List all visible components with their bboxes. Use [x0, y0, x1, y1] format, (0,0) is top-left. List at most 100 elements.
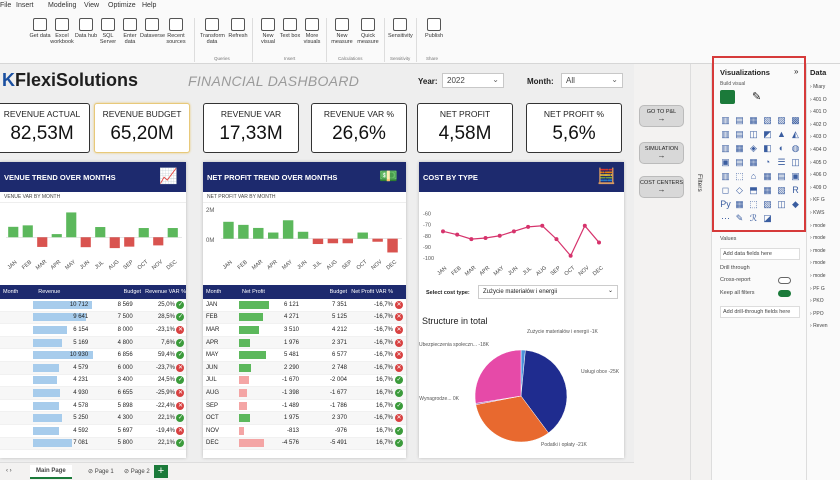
data-point[interactable]: [511, 229, 516, 234]
visual-type-icon[interactable]: ▣: [721, 157, 730, 167]
table-row[interactable]: JUN 2 290 2 748 -16,7% ✕: [203, 361, 406, 375]
visual-type-icon[interactable]: ▤: [735, 157, 744, 167]
column-header[interactable]: Budget: [329, 289, 347, 295]
visual-type-icon[interactable]: ⬒: [749, 185, 758, 195]
data-table-item[interactable]: › 402 O: [810, 122, 827, 128]
visual-type-icon[interactable]: ◩: [763, 129, 772, 139]
data-table-item[interactable]: › 405 O: [810, 160, 827, 166]
data-table-item[interactable]: › mode: [810, 248, 826, 254]
data-point[interactable]: [455, 232, 460, 237]
visual-type-icon[interactable]: ▥: [721, 143, 730, 153]
data-table-item[interactable]: › Miary: [810, 84, 825, 90]
data-point[interactable]: [483, 236, 488, 240]
column-header[interactable]: Budget: [123, 289, 141, 295]
table-row[interactable]: AUG -1 398 -1 677 16,7% ✓: [203, 387, 406, 400]
visual-type-icon[interactable]: ◪: [763, 213, 772, 223]
menu-insert[interactable]: Insert: [16, 2, 34, 9]
visual-type-icon[interactable]: ◻: [721, 185, 730, 195]
ribbon-button-sensitivity[interactable]: Sensitivity: [388, 18, 413, 39]
data-table-item[interactable]: › mode: [810, 235, 826, 241]
visual-type-icon[interactable]: ◫: [777, 199, 786, 209]
visual-type-icon[interactable]: ▧: [763, 199, 772, 209]
table-row[interactable]: 9 641 7 500 28,5% ✓: [0, 311, 186, 325]
visual-type-icon[interactable]: ▦: [749, 115, 758, 125]
bar[interactable]: [282, 220, 294, 239]
table-row[interactable]: JAN 6 121 7 351 -16,7% ✕: [203, 299, 406, 312]
column-header[interactable]: Month: [206, 289, 222, 295]
menu-optimize[interactable]: Optimize: [108, 2, 136, 9]
visual-type-icon[interactable]: ◆: [792, 199, 799, 209]
data-table-item[interactable]: › mode: [810, 260, 826, 266]
visual-type-icon[interactable]: ▥: [721, 171, 730, 181]
visual-type-icon[interactable]: ◫: [749, 129, 758, 139]
data-table-item[interactable]: › KWS: [810, 210, 824, 216]
table-row[interactable]: 4 592 5 697 -19,4% ✕: [0, 425, 186, 438]
bar[interactable]: [124, 237, 135, 247]
bar[interactable]: [267, 232, 279, 239]
ribbon-button-excel-workbook[interactable]: Excel workbook: [50, 18, 74, 45]
menu-modeling[interactable]: Modeling: [48, 2, 77, 9]
ribbon-button-text-box[interactable]: Text box: [278, 18, 302, 39]
data-point[interactable]: [526, 224, 531, 229]
bar[interactable]: [253, 227, 264, 239]
visual-type-icon[interactable]: ◈: [750, 143, 757, 153]
build-visual-icon[interactable]: [720, 90, 735, 104]
table-row[interactable]: SEP -1 489 -1 786 16,7% ✓: [203, 400, 406, 413]
data-point[interactable]: [597, 240, 601, 245]
bar[interactable]: [80, 237, 91, 248]
data-table-item[interactable]: › PPO: [810, 311, 824, 317]
bar[interactable]: [109, 237, 120, 249]
ribbon-button-quick-measure[interactable]: Quick measure: [356, 18, 380, 45]
ribbon-button-data-hub[interactable]: Data hub: [74, 18, 98, 39]
visual-type-icon[interactable]: ▤: [735, 129, 744, 139]
table-row[interactable]: 4 231 3 400 24,5% ✓: [0, 375, 186, 388]
column-header[interactable]: Revenue VAR %: [145, 289, 186, 295]
pie-slice[interactable]: [474, 349, 522, 404]
data-table-item[interactable]: › 406 O: [810, 172, 827, 178]
data-table-item[interactable]: › mode: [810, 273, 826, 279]
bar[interactable]: [223, 221, 234, 239]
simulation-button[interactable]: SIMULATION →: [639, 142, 684, 164]
table-row[interactable]: MAY 5 481 6 577 -16,7% ✕: [203, 349, 406, 362]
data-point[interactable]: [568, 253, 573, 258]
bar[interactable]: [167, 228, 178, 238]
column-header[interactable]: Revenue: [38, 289, 61, 295]
ribbon-button-publish[interactable]: Publish: [422, 18, 446, 39]
visual-type-icon[interactable]: ◧: [763, 143, 772, 153]
visual-type-icon[interactable]: ✎: [735, 213, 744, 223]
data-point[interactable]: [497, 233, 502, 238]
filters-pane-collapsed[interactable]: Filters: [690, 64, 710, 480]
visual-type-icon[interactable]: ▣: [791, 171, 800, 181]
column-header[interactable]: Month: [3, 289, 19, 295]
pie-slice[interactable]: [475, 395, 549, 443]
bar[interactable]: [297, 231, 309, 239]
table-row[interactable]: APR 1 976 2 371 -16,7% ✕: [203, 336, 406, 350]
ribbon-button-new-visual[interactable]: New visual: [256, 18, 280, 45]
ribbon-button-more-visuals[interactable]: More visuals: [300, 18, 324, 45]
tab-main-page[interactable]: Main Page: [30, 465, 72, 479]
visual-type-icon[interactable]: Py: [720, 199, 731, 209]
visual-type-icon[interactable]: ⋯: [721, 213, 730, 223]
table-row[interactable]: 10 712 8 569 25,0% ✓: [0, 299, 186, 312]
month-select[interactable]: All ⌄: [561, 73, 623, 88]
visual-type-icon[interactable]: ▤: [735, 115, 744, 125]
menu-file[interactable]: File: [0, 2, 12, 9]
ribbon-button-transform-data[interactable]: Transform data: [200, 18, 225, 45]
table-row[interactable]: NOV -813 -976 16,7% ✓: [203, 425, 406, 438]
visual-type-icon[interactable]: ▦: [735, 143, 744, 153]
data-table-item[interactable]: › KF G: [810, 197, 825, 203]
tab-page-2[interactable]: ⊘ Page 2: [124, 469, 150, 475]
data-table-item[interactable]: › Reven: [810, 323, 828, 329]
data-table-item[interactable]: › PF G: [810, 286, 825, 292]
visual-type-icon[interactable]: ▥: [721, 115, 730, 125]
table-row[interactable]: 4 579 6 000 -23,7% ✕: [0, 361, 186, 375]
table-row[interactable]: MAR 3 510 4 212 -16,7% ✕: [203, 324, 406, 337]
ribbon-button-refresh[interactable]: Refresh: [226, 18, 250, 39]
pie-slice[interactable]: [520, 349, 568, 434]
bar[interactable]: [51, 234, 62, 238]
data-point[interactable]: [582, 223, 587, 228]
visual-type-icon[interactable]: ▦: [763, 171, 772, 181]
data-point[interactable]: [441, 229, 445, 234]
bar[interactable]: [37, 237, 48, 247]
menu-view[interactable]: View: [84, 2, 100, 9]
